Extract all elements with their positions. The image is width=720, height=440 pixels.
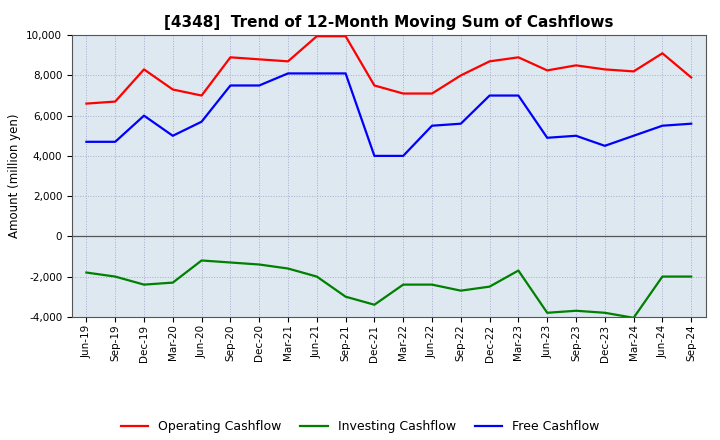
Free Cashflow	[197, 119, 206, 125]
Free Cashflow	[543, 135, 552, 140]
Free Cashflow	[600, 143, 609, 148]
Free Cashflow	[572, 133, 580, 139]
Investing Cashflow	[197, 258, 206, 263]
Investing Cashflow	[629, 315, 638, 320]
Investing Cashflow	[600, 310, 609, 315]
Free Cashflow	[284, 71, 292, 76]
Title: [4348]  Trend of 12-Month Moving Sum of Cashflows: [4348] Trend of 12-Month Moving Sum of C…	[164, 15, 613, 30]
Operating Cashflow	[255, 57, 264, 62]
Operating Cashflow	[658, 51, 667, 56]
Line: Free Cashflow: Free Cashflow	[86, 73, 691, 156]
Investing Cashflow	[284, 266, 292, 271]
Investing Cashflow	[687, 274, 696, 279]
Y-axis label: Amount (million yen): Amount (million yen)	[8, 114, 21, 238]
Operating Cashflow	[485, 59, 494, 64]
Free Cashflow	[514, 93, 523, 98]
Free Cashflow	[658, 123, 667, 128]
Investing Cashflow	[456, 288, 465, 293]
Investing Cashflow	[572, 308, 580, 313]
Free Cashflow	[168, 133, 177, 139]
Operating Cashflow	[226, 55, 235, 60]
Investing Cashflow	[514, 268, 523, 273]
Operating Cashflow	[82, 101, 91, 106]
Line: Operating Cashflow: Operating Cashflow	[86, 36, 691, 103]
Operating Cashflow	[370, 83, 379, 88]
Operating Cashflow	[111, 99, 120, 104]
Free Cashflow	[140, 113, 148, 118]
Investing Cashflow	[140, 282, 148, 287]
Free Cashflow	[687, 121, 696, 126]
Investing Cashflow	[341, 294, 350, 299]
Free Cashflow	[82, 139, 91, 144]
Free Cashflow	[341, 71, 350, 76]
Free Cashflow	[111, 139, 120, 144]
Investing Cashflow	[111, 274, 120, 279]
Investing Cashflow	[226, 260, 235, 265]
Investing Cashflow	[485, 284, 494, 289]
Investing Cashflow	[82, 270, 91, 275]
Investing Cashflow	[312, 274, 321, 279]
Operating Cashflow	[572, 63, 580, 68]
Investing Cashflow	[399, 282, 408, 287]
Free Cashflow	[399, 153, 408, 158]
Investing Cashflow	[543, 310, 552, 315]
Investing Cashflow	[658, 274, 667, 279]
Operating Cashflow	[543, 68, 552, 73]
Free Cashflow	[312, 71, 321, 76]
Free Cashflow	[485, 93, 494, 98]
Line: Investing Cashflow: Investing Cashflow	[86, 260, 691, 318]
Free Cashflow	[255, 83, 264, 88]
Investing Cashflow	[255, 262, 264, 267]
Operating Cashflow	[629, 69, 638, 74]
Operating Cashflow	[600, 67, 609, 72]
Free Cashflow	[226, 83, 235, 88]
Legend: Operating Cashflow, Investing Cashflow, Free Cashflow: Operating Cashflow, Investing Cashflow, …	[116, 415, 604, 438]
Investing Cashflow	[428, 282, 436, 287]
Operating Cashflow	[312, 33, 321, 39]
Free Cashflow	[428, 123, 436, 128]
Operating Cashflow	[140, 67, 148, 72]
Free Cashflow	[370, 153, 379, 158]
Operating Cashflow	[168, 87, 177, 92]
Operating Cashflow	[341, 33, 350, 39]
Free Cashflow	[456, 121, 465, 126]
Operating Cashflow	[428, 91, 436, 96]
Free Cashflow	[629, 133, 638, 139]
Operating Cashflow	[687, 75, 696, 80]
Operating Cashflow	[514, 55, 523, 60]
Operating Cashflow	[197, 93, 206, 98]
Operating Cashflow	[399, 91, 408, 96]
Investing Cashflow	[168, 280, 177, 285]
Operating Cashflow	[284, 59, 292, 64]
Operating Cashflow	[456, 73, 465, 78]
Investing Cashflow	[370, 302, 379, 308]
